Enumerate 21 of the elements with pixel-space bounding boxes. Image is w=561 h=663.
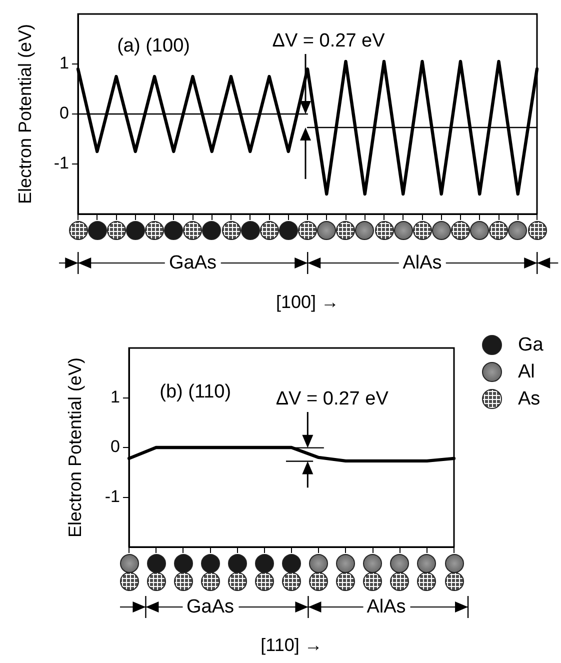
text: Ga <box>518 334 544 356</box>
text: As <box>518 388 540 410</box>
y-tick-label: 1 <box>110 387 120 406</box>
y-axis-title: Electron Potential (eV) <box>64 357 85 538</box>
text: GaAs <box>186 596 234 618</box>
y-axis-title: Electron Potential (eV) <box>14 24 35 204</box>
x-axis-title: [110] → <box>260 635 322 656</box>
annotation: (b) (110) <box>160 381 232 402</box>
text: AlAs <box>402 252 442 274</box>
x-axis-title: [100] → <box>276 292 340 312</box>
annotation: ΔV = 0.27 eV <box>276 388 388 410</box>
text: AlAs <box>366 596 406 618</box>
y-tick-label: 0 <box>110 437 120 456</box>
y-tick-label: -1 <box>54 154 69 173</box>
y-tick-label: 1 <box>60 54 69 73</box>
text: Al <box>518 362 535 382</box>
text: GaAs <box>168 252 217 274</box>
y-tick-label: 0 <box>60 104 69 123</box>
y-tick-label: -1 <box>104 486 120 506</box>
annotation: ΔV = 0.27 eV <box>272 30 385 52</box>
annotation: (a) (100) <box>117 35 190 56</box>
